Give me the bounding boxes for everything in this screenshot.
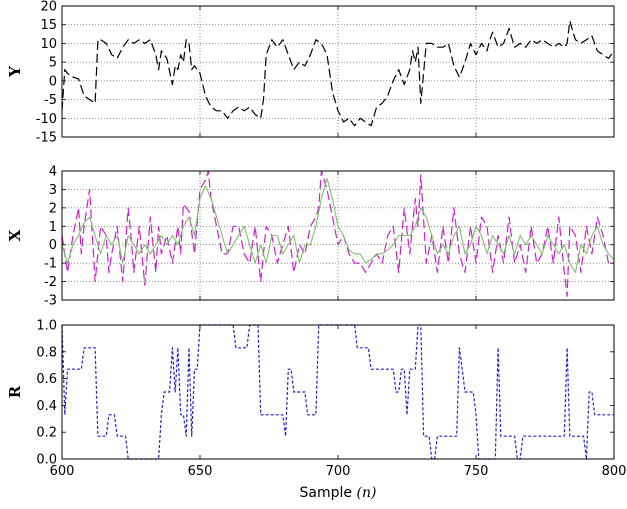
- y-tick-label: -10: [36, 112, 57, 127]
- y-axis-label: X: [6, 229, 24, 241]
- y-tick-label: -5: [44, 93, 57, 108]
- x-tick-label: 700: [326, 464, 351, 479]
- panel-r: 0.0 0.2 0.4 0.6 0.8 1.0 600 650 700 750 800 R Sample…: [6, 319, 626, 502]
- y-tick-label: 5: [49, 56, 57, 71]
- x-axis-variable: (n): [357, 485, 377, 501]
- x-tick-label: 650: [188, 464, 213, 479]
- y-tick-label: 1: [49, 220, 57, 235]
- y-axis-label: Y: [6, 66, 24, 78]
- y-tick-label: 4: [49, 165, 57, 180]
- y-tick-label: 15: [40, 18, 57, 33]
- x-axis-label: Sample (n): [300, 485, 377, 501]
- x-tick-label: 600: [50, 464, 75, 479]
- x-tick-label: 750: [464, 464, 489, 479]
- y-tick-label: -15: [36, 131, 57, 146]
- panel-x: -3 -2 -1 0 1 2 3 4 X: [6, 165, 615, 309]
- y-tick-label: 0.2: [36, 426, 57, 441]
- y-tick-label: 0: [49, 238, 57, 253]
- series-line-1: [61, 324, 614, 460]
- y-axis-label: R: [6, 385, 24, 398]
- y-tick-label: 20: [40, 0, 57, 15]
- y-tick-label: 10: [40, 37, 57, 52]
- y-tick-label: 3: [49, 183, 57, 198]
- y-tick-label: 0: [49, 74, 57, 89]
- y-tick-label: 0.6: [36, 372, 57, 387]
- x-tick-label: 800: [602, 464, 627, 479]
- series-line-1: [61, 20, 615, 127]
- y-tick-label: 1.0: [36, 319, 57, 334]
- y-tick-label: -3: [44, 294, 57, 309]
- y-tick-label: 0.8: [36, 345, 57, 360]
- y-tick-label: 2: [49, 201, 57, 216]
- y-tick-label: -1: [44, 257, 57, 272]
- plot-frame: [61, 324, 615, 460]
- y-tick-label: 0.4: [36, 399, 57, 414]
- y-tick-label: 0.0: [36, 453, 57, 468]
- series-line-2: [61, 177, 615, 273]
- y-tick-label: -2: [44, 275, 57, 290]
- panel-y: -15 -10 -5 0 5 10 15 20 Y: [6, 0, 615, 146]
